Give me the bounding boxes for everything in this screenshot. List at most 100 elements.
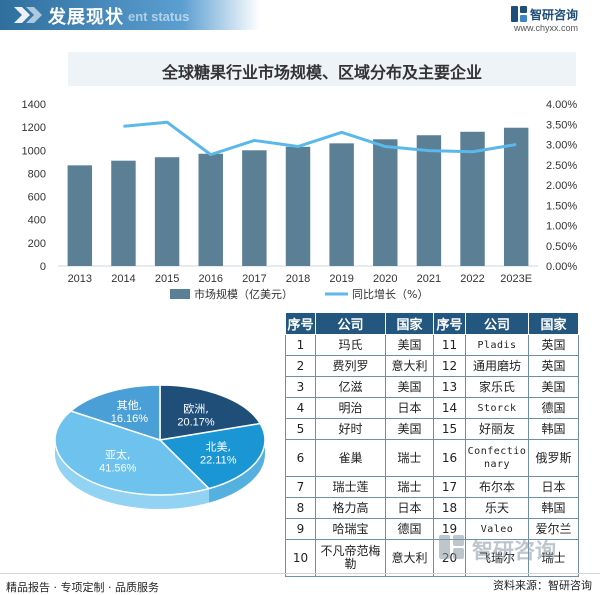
- table-cell: 亿滋: [315, 376, 386, 398]
- pie-slice: [159, 384, 262, 441]
- bar: [503, 127, 529, 266]
- y2-tick-label: 0.00%: [546, 261, 577, 273]
- bar: [460, 131, 485, 266]
- table-cell: 不凡帝范梅勒: [315, 539, 386, 577]
- table-cell: 16: [433, 439, 466, 477]
- table-cell: 15: [433, 418, 466, 440]
- table-cell: 17: [433, 476, 466, 498]
- bar: [285, 146, 311, 266]
- table-cell: 意大利: [385, 355, 434, 377]
- legend-label: 同比增长（%）: [352, 287, 428, 301]
- y2-tick-label: 2.50%: [546, 160, 577, 172]
- table-cell: 美国: [385, 376, 434, 398]
- pie-label-name: 其他,: [117, 399, 143, 412]
- y-tick-label: 1200: [22, 122, 46, 134]
- x-tick-label: 2013: [68, 273, 92, 285]
- x-tick-label: 2015: [155, 273, 179, 285]
- brand-name: 智研咨询: [530, 8, 579, 22]
- table-cell: 英国: [528, 334, 579, 356]
- x-tick-label: 2023E: [500, 273, 532, 285]
- table-row: 8 格力高 日本 18 乐天 韩国: [285, 497, 579, 519]
- table-cell: 美国: [528, 376, 579, 398]
- table-cell: Storck: [465, 397, 529, 419]
- table-cell: 2: [285, 355, 316, 377]
- y2-tick-label: 0.50%: [546, 241, 577, 253]
- y-tick-label: 1000: [22, 145, 46, 157]
- table-row: 3 亿滋 美国 13 家乐氏 美国: [285, 376, 579, 398]
- region-share-pie-chart: 欧洲,20.17% 北美,22.11% 亚太,41.56% 其他,16.16%: [54, 384, 266, 509]
- footer-divider: [0, 573, 600, 574]
- table-cell: 好时: [315, 418, 386, 440]
- table-cell: 19: [433, 518, 466, 540]
- watermark-logo: 智研咨询: [438, 533, 588, 563]
- table-cell: 11: [433, 334, 466, 356]
- pie-label-name: 亚太,: [105, 449, 131, 462]
- table-header-cell: 序号: [433, 312, 466, 335]
- y-tick-label: 400: [28, 215, 46, 227]
- footer-source: 资料来源：智研咨询: [493, 579, 592, 592]
- legend-label: 市场规模（亿美元）: [194, 287, 293, 301]
- y2-tick-label: 1.00%: [546, 221, 577, 233]
- table-cell: 8: [285, 497, 316, 519]
- table-row: 2 费列罗 意大利 12 通用磨坊 英国: [285, 355, 579, 377]
- chart-title-band: 全球糖果行业市场规模、区域分布及主要企业: [68, 52, 576, 86]
- x-tick-label: 2017: [242, 273, 266, 285]
- table-cell: 家乐氏: [465, 376, 529, 398]
- footer-tagline: 精品报告 · 专项定制 · 品质服务: [6, 581, 159, 594]
- chevron-marks-icon: [14, 7, 42, 23]
- table-cell: 13: [433, 376, 466, 398]
- table-cell: 飞瑞尔: [465, 539, 529, 577]
- x-tick-label: 2021: [417, 273, 441, 285]
- y-tick-label: 1400: [22, 99, 46, 111]
- table-cell: 3: [285, 376, 316, 398]
- table-cell: Pladis: [465, 334, 529, 356]
- table-cell: 日本: [528, 476, 579, 498]
- bar: [154, 157, 180, 266]
- table-cell: 英国: [528, 355, 579, 377]
- table-cell: 格力高: [315, 497, 386, 519]
- bar: [329, 143, 354, 266]
- pie-label-name: 北美,: [205, 441, 231, 454]
- y2-tick-label: 2.00%: [546, 180, 577, 192]
- table-cell: 7: [285, 476, 316, 498]
- pie-label-value: 20.17%: [177, 416, 215, 428]
- table-cell: 德国: [385, 518, 434, 540]
- bar: [198, 153, 223, 266]
- watermark-text: 智研咨询: [472, 539, 556, 563]
- growth-line: [123, 120, 517, 157]
- table-row: 5 好时 美国 15 好丽友 韩国: [285, 418, 579, 440]
- y2-tick-label: 1.50%: [546, 200, 577, 212]
- x-tick-label: 2016: [198, 273, 222, 285]
- major-companies-table: 序号 公司 国家 序号 公司 国家 1 玛氏 美国 11 Pladis 英国 2…: [285, 312, 579, 577]
- bar: [373, 139, 398, 266]
- table-cell: 美国: [385, 418, 434, 440]
- table-cell: 瑞士: [385, 476, 434, 498]
- table-cell: 瑞士莲: [315, 476, 386, 498]
- x-tick-label: 2019: [329, 273, 353, 285]
- section-subtitle: ent status: [128, 9, 190, 24]
- pie-slice-side: [208, 440, 265, 503]
- bar: [111, 160, 136, 266]
- y2-tick-label: 3.00%: [546, 140, 577, 152]
- bar: [67, 165, 93, 266]
- x-tick-label: 2022: [460, 273, 484, 285]
- table-cell: 玛氏: [315, 334, 386, 356]
- table-cell: 爱尔兰: [528, 518, 579, 540]
- table-cell: 10: [285, 539, 316, 577]
- pie-label-value: 41.56%: [99, 463, 137, 475]
- y-tick-label: 200: [28, 238, 46, 250]
- brand-logo-icon: [511, 6, 527, 22]
- table-cell: 费列罗: [315, 355, 386, 377]
- legend-swatch-bar: [170, 289, 190, 299]
- section-title-tab: 发展现状 ent status: [0, 0, 260, 30]
- table-cell: 德国: [528, 397, 579, 419]
- x-tick-label: 2014: [111, 273, 135, 285]
- table-cell: 瑞士: [528, 539, 579, 577]
- table-header-cell: 序号: [285, 312, 316, 335]
- y-tick-label: 800: [28, 168, 46, 180]
- table-cell: 布尔本: [465, 476, 529, 498]
- table-cell: 14: [433, 397, 466, 419]
- y-tick-label: 600: [28, 192, 46, 204]
- table-cell: Confectionary: [465, 439, 529, 477]
- brand-url: www.chyxx.com: [514, 23, 579, 33]
